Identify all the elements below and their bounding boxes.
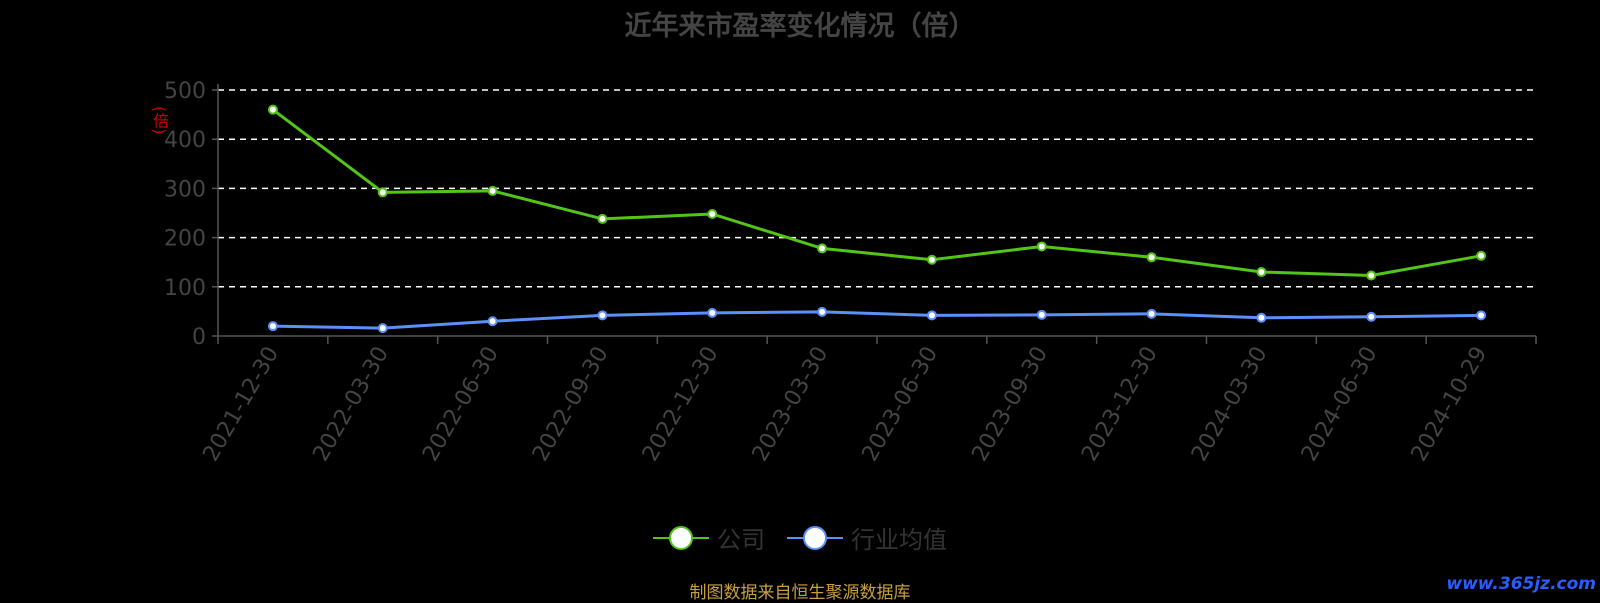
data-point-0-6 [926, 254, 937, 265]
data-point-0-0 [267, 104, 278, 115]
data-point-1-9 [1256, 312, 1267, 323]
x-tick-label-2022-06-30: 2022-06-30 [418, 343, 504, 466]
data-point-0-7 [1036, 241, 1047, 252]
y-tick-label-400: 400 [164, 128, 206, 153]
data-point-0-1 [377, 187, 388, 198]
data-point-1-11 [1476, 310, 1487, 321]
x-tick-label-2022-12-30: 2022-12-30 [638, 343, 724, 466]
data-point-1-7 [1036, 309, 1047, 320]
data-point-0-5 [817, 243, 828, 254]
data-point-1-4 [707, 307, 718, 318]
data-point-0-2 [487, 185, 498, 196]
y-tick-label-500: 500 [164, 79, 206, 104]
y-axis-label: (倍) [150, 106, 169, 135]
x-tick-label-2024-06-30: 2024-06-30 [1297, 343, 1383, 466]
watermark-logo: www.365jz.com [1446, 574, 1596, 594]
data-point-1-8 [1146, 308, 1157, 319]
legend-label-company: 公司 [717, 526, 765, 554]
series-line-1 [272, 310, 1482, 330]
y-tick-label-0: 0 [192, 325, 206, 350]
grid-lines [218, 89, 1536, 288]
data-point-1-3 [597, 310, 608, 321]
data-point-1-1 [377, 323, 388, 334]
legend-item-industry-average[interactable]: 行业均值 [787, 520, 947, 555]
x-tick-label-2023-06-30: 2023-06-30 [858, 343, 944, 466]
data-point-1-10 [1366, 311, 1377, 322]
data-point-0-3 [597, 213, 608, 224]
x-tick-label-2023-09-30: 2023-09-30 [967, 343, 1053, 466]
series-layer [267, 104, 1487, 334]
y-tick-label-300: 300 [164, 177, 206, 202]
data-source-note: 制图数据来自恒生聚源数据库 [689, 583, 911, 603]
data-point-1-5 [817, 306, 828, 317]
y-tick-label-100: 100 [164, 276, 206, 301]
data-point-1-2 [487, 316, 498, 327]
legend: 公司 行业均值 [0, 520, 1600, 555]
x-tick-label-2022-09-30: 2022-09-30 [528, 343, 614, 466]
x-tick-label-2023-03-30: 2023-03-30 [748, 343, 834, 466]
x-tick-label-2023-12-30: 2023-12-30 [1077, 343, 1163, 466]
x-tick-label-2021-12-30: 2021-12-30 [199, 343, 285, 466]
data-point-0-9 [1256, 267, 1267, 278]
legend-item-company[interactable]: 公司 [653, 520, 765, 555]
legend-swatch-industry-average [787, 525, 843, 550]
axes: 0 100 200 300 400 500 2021-12-30 2022-03-30 2022… [164, 79, 1537, 466]
data-point-0-4 [707, 208, 718, 219]
data-point-1-6 [926, 310, 937, 321]
legend-label-industry-average: 行业均值 [851, 526, 947, 554]
data-point-0-8 [1146, 252, 1157, 263]
data-point-1-0 [267, 321, 278, 332]
x-tick-label-2024-10-29: 2024-10-29 [1407, 343, 1493, 466]
data-point-0-10 [1366, 270, 1377, 281]
data-point-0-11 [1476, 250, 1487, 261]
y-tick-label-200: 200 [164, 227, 206, 252]
x-tick-label-2024-03-30: 2024-03-30 [1187, 343, 1273, 466]
series-line-0 [272, 108, 1482, 277]
x-tick-label-2022-03-30: 2022-03-30 [308, 343, 394, 466]
legend-swatch-company [653, 525, 709, 550]
chart-title: 近年来市盈率变化情况（倍） [624, 11, 976, 42]
